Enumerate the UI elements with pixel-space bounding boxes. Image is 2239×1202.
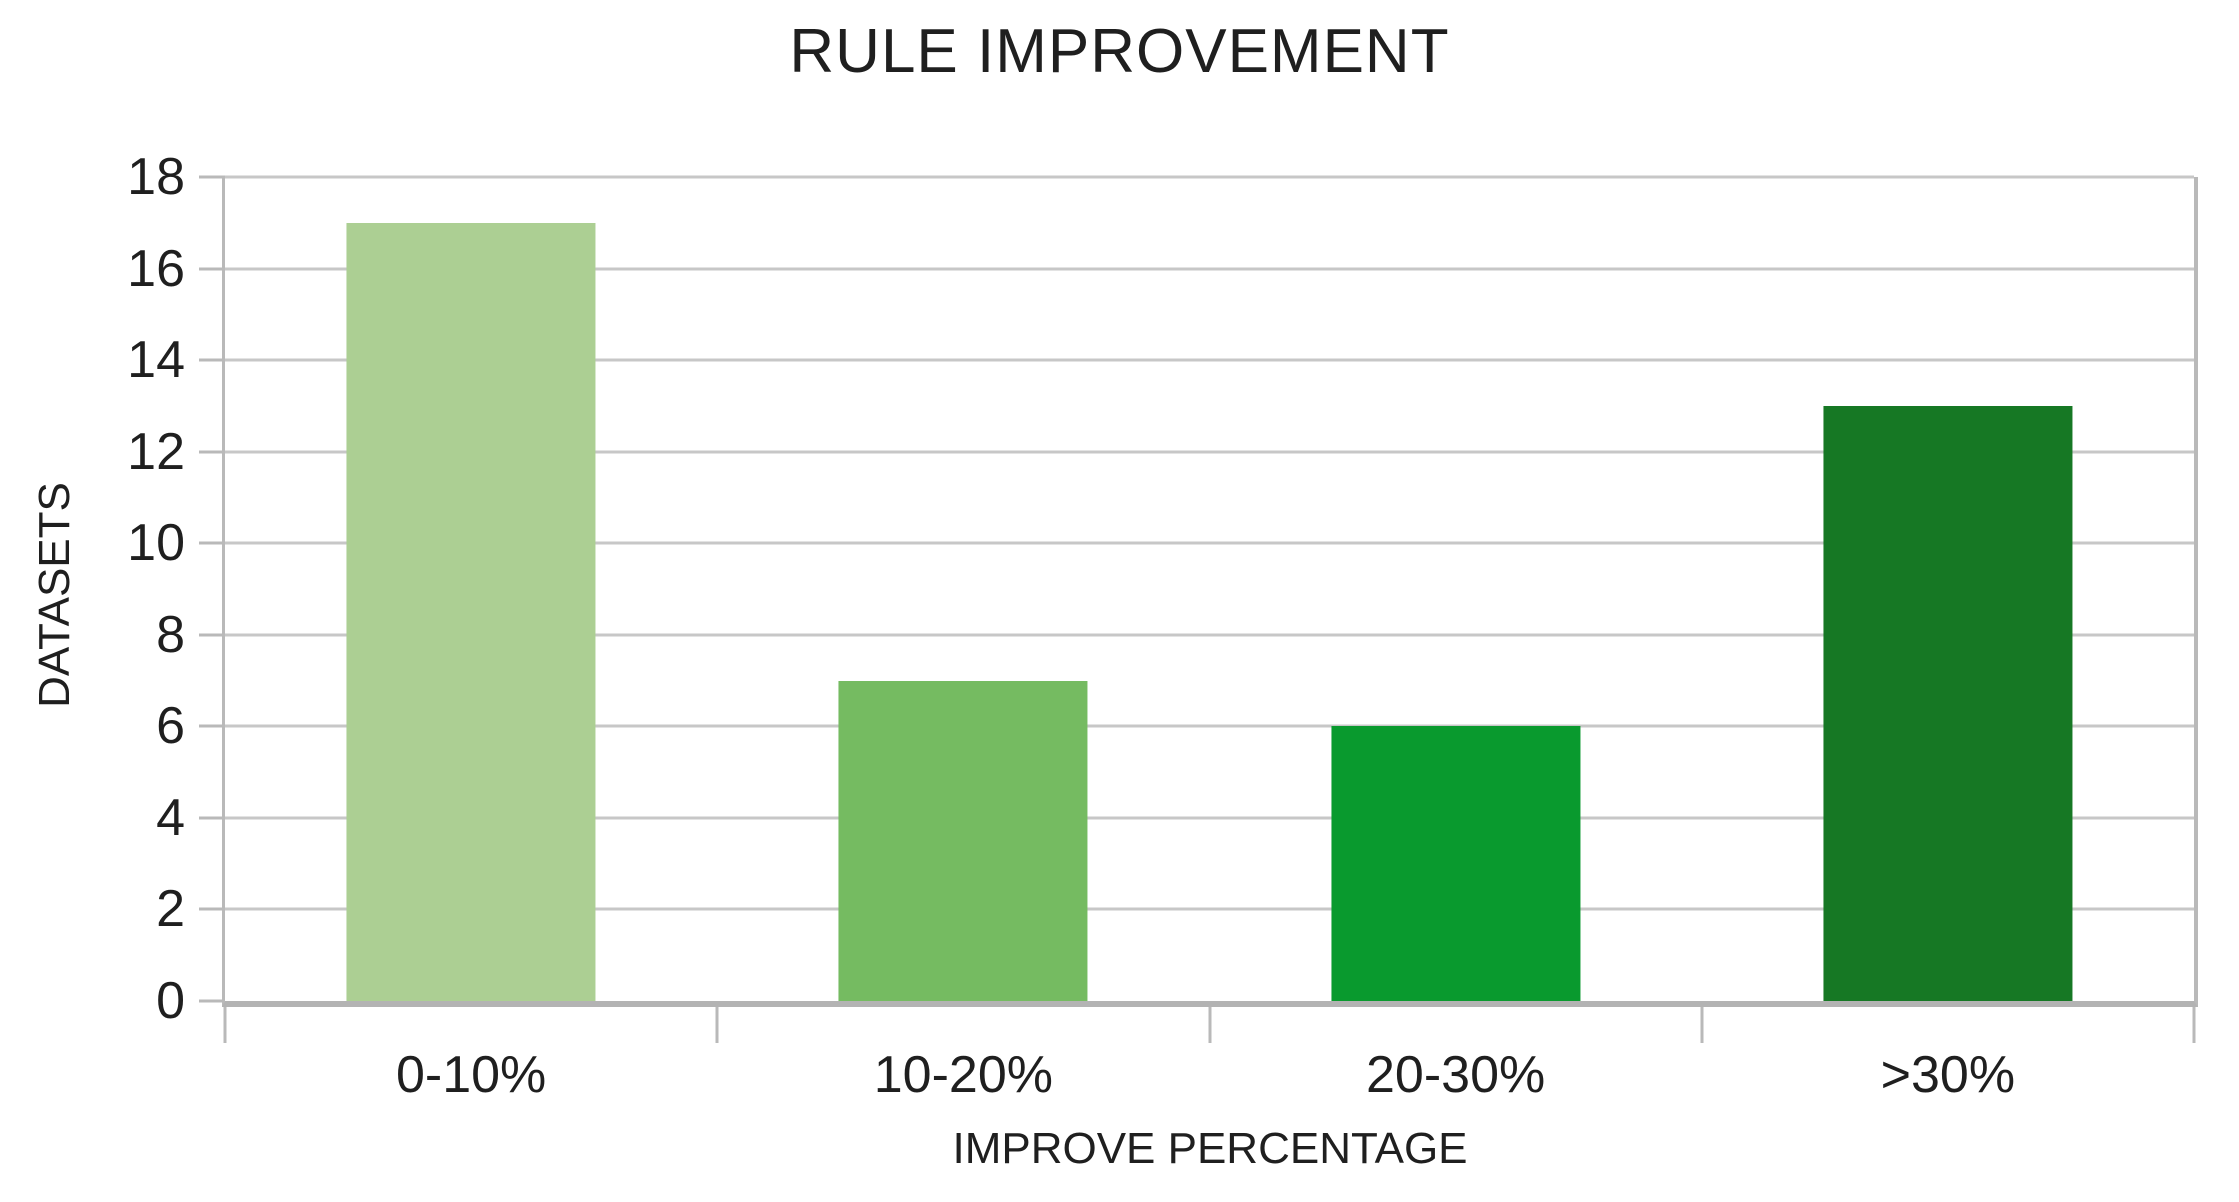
y-axis-tick [199,633,225,637]
gridline-y-18 [225,175,2194,179]
y-tick-label-8: 8 [156,605,185,664]
y-tick-label-6: 6 [156,697,185,756]
x-axis-tick [715,1007,719,1043]
y-tick-label-12: 12 [127,422,185,481]
gridline-y-6 [225,724,2194,728]
chart-title: RULE IMPROVEMENT [789,17,1450,86]
y-axis-tick [199,816,225,820]
y-axis-tick [199,907,225,911]
y-axis-tick [199,358,225,362]
gridline-y-12 [225,450,2194,454]
y-tick-label-0: 0 [156,972,185,1030]
category-label-0-10%: 0-10% [395,1046,547,1104]
y-tick-label-18: 18 [127,148,185,206]
y-axis-tick [199,999,225,1003]
gridline-y-4 [225,816,2194,820]
gridline-y-14 [225,358,2194,362]
plot-area: 0 2 4 6 8 10 12 14 16 18 0-10% 10-20% 20-30% >30% [127,151,2198,1104]
bar->30% [1823,405,2073,1001]
x-axis-tick [1208,1007,1211,1043]
y-tick-label-4: 4 [156,788,185,847]
y-axis-tick [199,175,225,179]
x-axis-tick [2192,1007,2196,1043]
y-tick-label-14: 14 [127,331,185,390]
x-axis-title: IMPROVE PERCENTAGE [952,1124,1468,1173]
bar-0-10% [346,222,596,1001]
category-label-10-20%: 10-20% [873,1046,1053,1104]
gridline-y-16 [225,267,2194,271]
gridline-y-8 [225,633,2194,637]
y-axis-tick [199,267,225,271]
category-label-20-30%: 20-30% [1366,1046,1546,1104]
gridline-y-2 [225,907,2194,911]
y-tick-label-16: 16 [127,239,185,298]
x-axis-tick [223,1007,227,1043]
x-axis-tick [1700,1007,1704,1043]
category-label->30%: >30% [1880,1046,2016,1104]
gridline-y-10 [225,541,2194,545]
y-tick-label-2: 2 [156,880,185,939]
bar-10-20% [838,680,1088,1001]
y-axis-tick [199,541,225,545]
y-axis-tick [199,724,225,728]
y-tick-label-10: 10 [127,514,185,573]
bar-20-30% [1331,726,1581,1001]
y-axis-tick [199,450,225,454]
